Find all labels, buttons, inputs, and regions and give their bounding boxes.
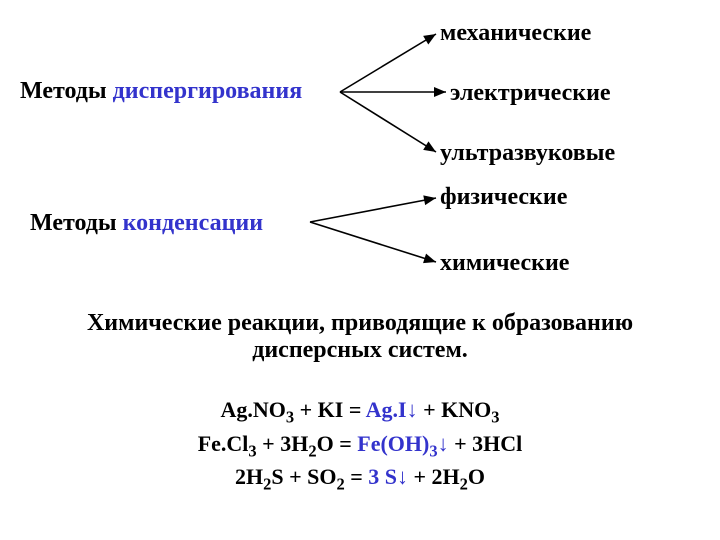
mechanical-label: механические (440, 20, 591, 47)
equation-line: 2H2S + SO2 = 3 S↓ + 2H2O (0, 462, 720, 496)
equations-block: Ag.NO3 + KI = Ag.I↓ + KNO3Fe.Cl3 + 3H2O … (0, 395, 720, 496)
electrical-label: электрические (450, 80, 611, 107)
dispersion-methods-label: Методы диспергирования (20, 78, 302, 105)
section-line1: Химические реакции, приводящие к образов… (0, 310, 720, 337)
condensation-prefix: Методы (30, 210, 123, 236)
condensation-term: конденсации (123, 210, 263, 236)
equation-line: Fe.Cl3 + 3H2O = Fe(OH)3↓ + 3HCl (0, 429, 720, 463)
section-title: Химические реакции, приводящие к образов… (0, 310, 720, 364)
section-line2: дисперсных систем. (0, 337, 720, 364)
dispersion-prefix: Методы (20, 78, 113, 104)
condensation-methods-label: Методы конденсации (30, 210, 263, 237)
dispersion-term: диспергирования (113, 78, 303, 104)
chemical-label: химические (440, 250, 569, 277)
physical-label: физические (440, 184, 567, 211)
ultrasonic-label: ультразвуковые (440, 140, 615, 167)
equation-line: Ag.NO3 + KI = Ag.I↓ + KNO3 (0, 395, 720, 429)
